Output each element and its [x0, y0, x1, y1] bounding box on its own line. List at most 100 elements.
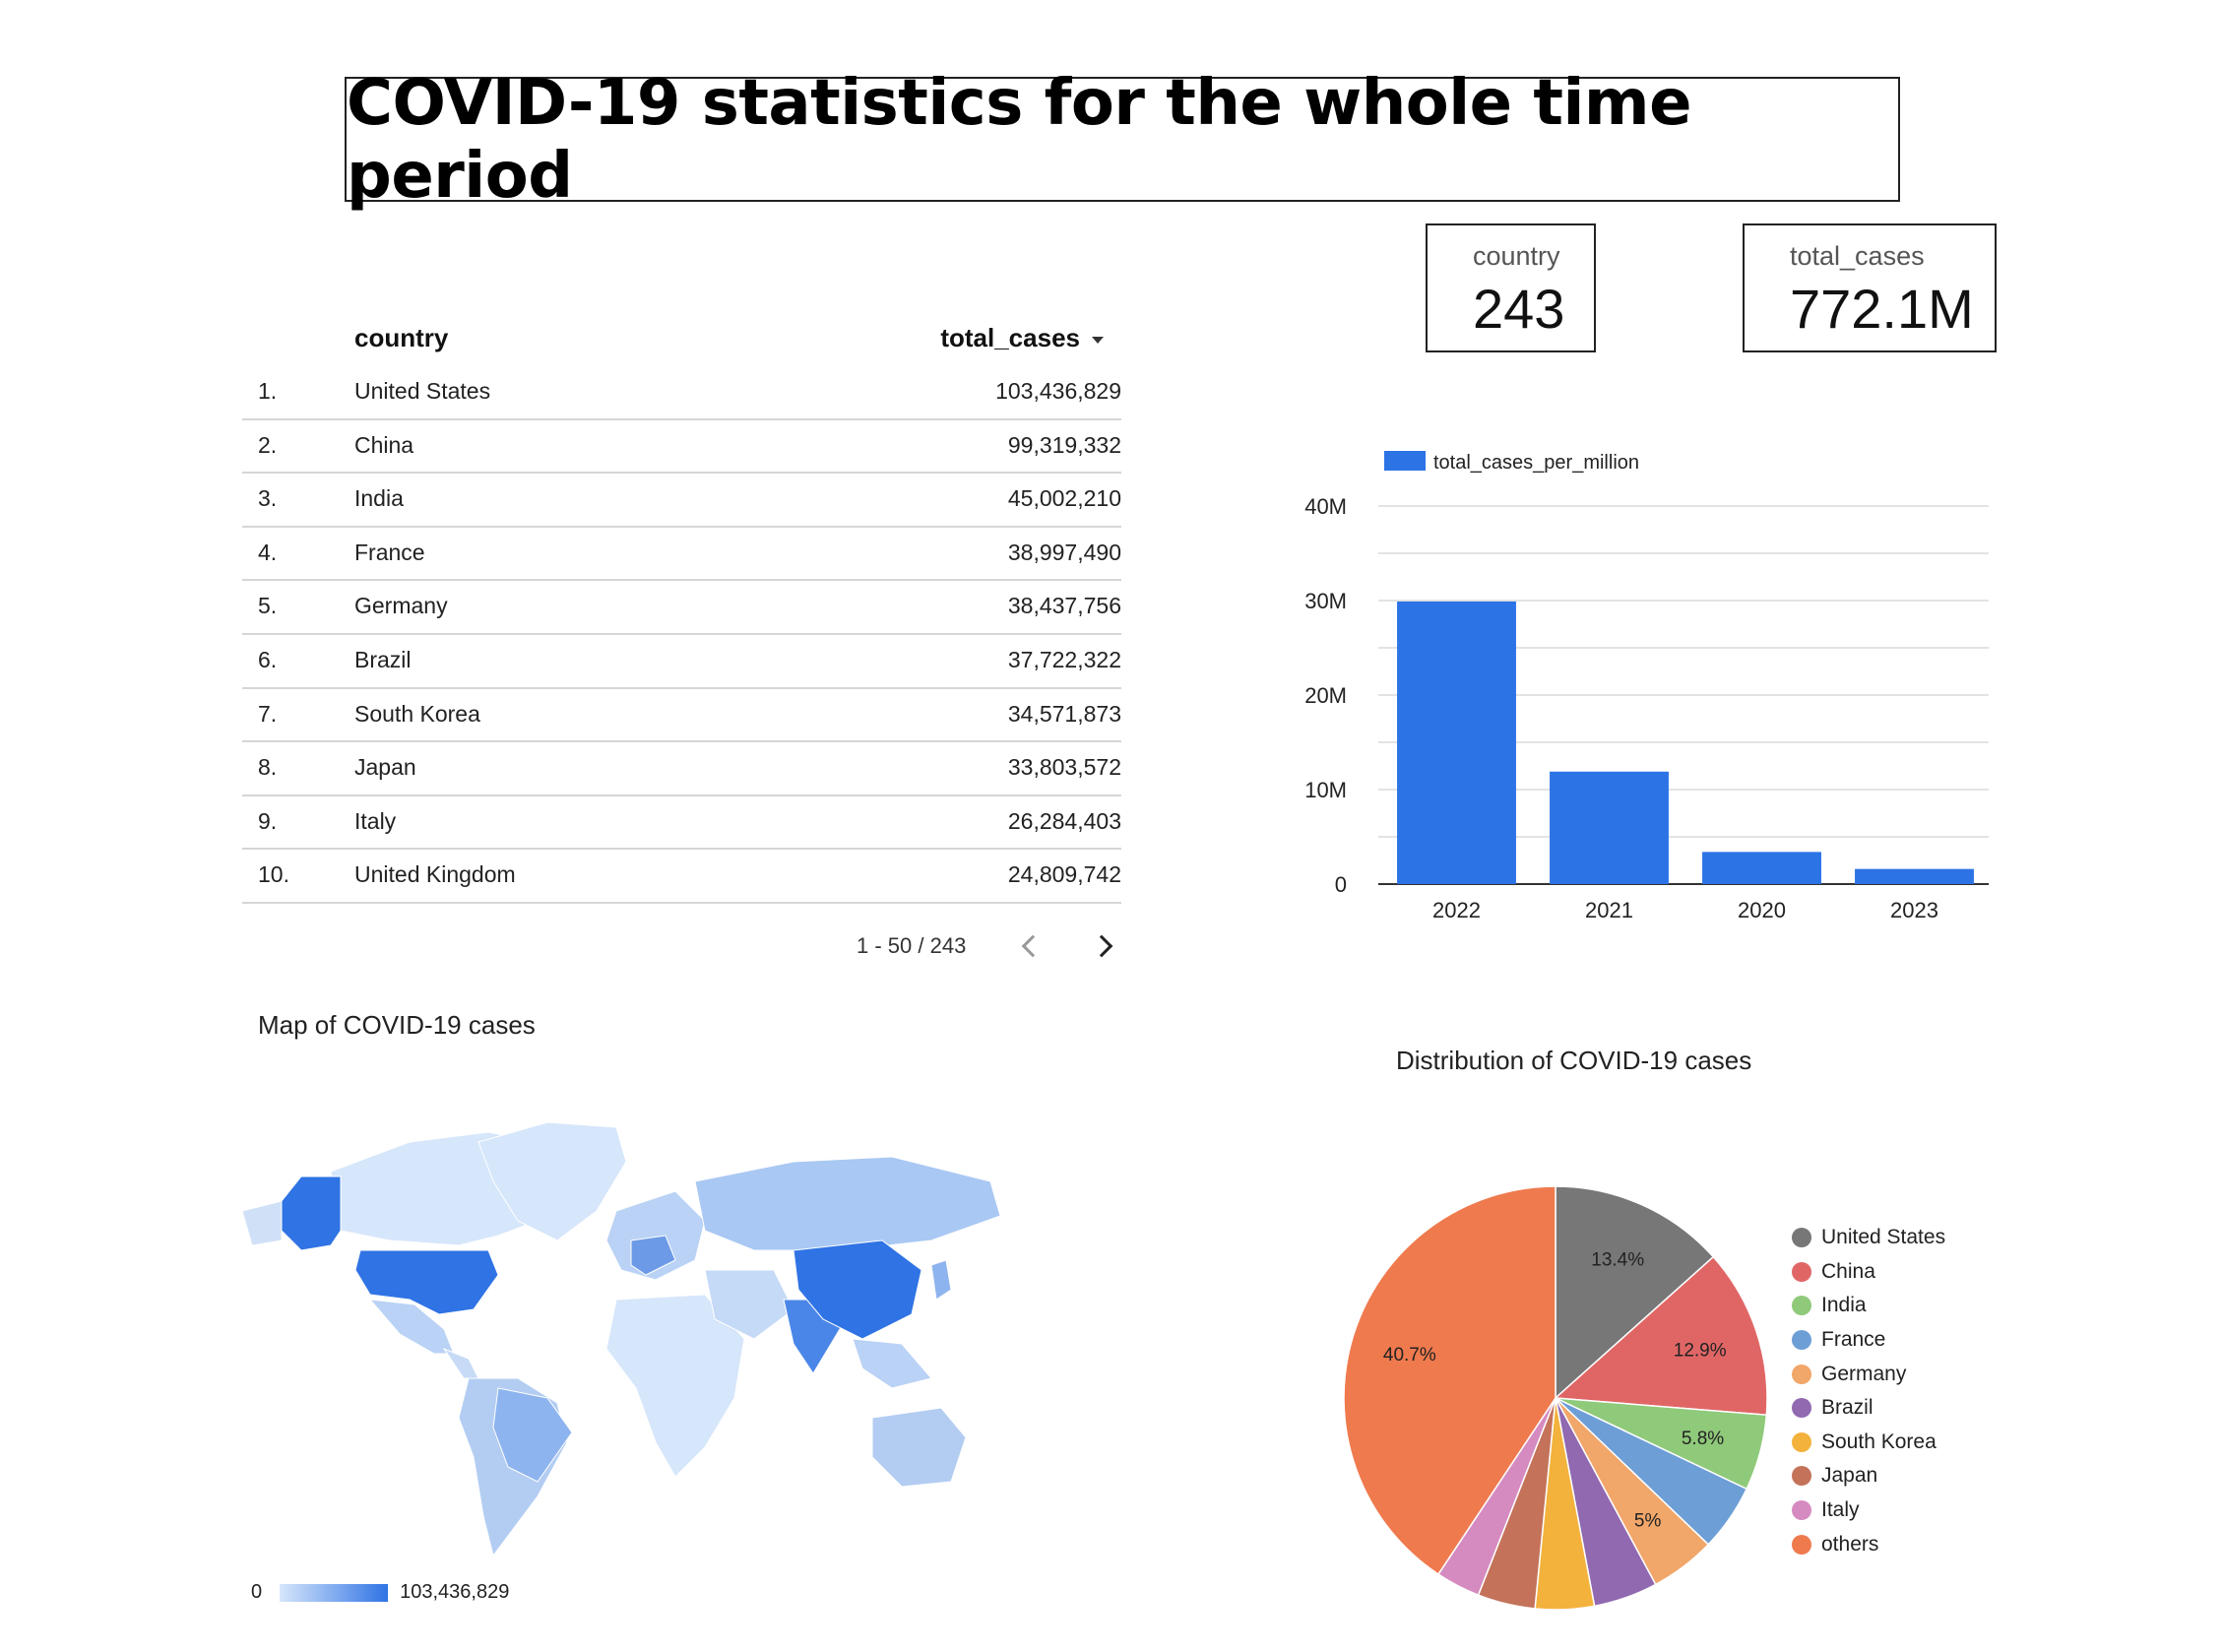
map-legend: 0 103,436,829	[251, 1581, 509, 1604]
pie-legend-item[interactable]: United States	[1792, 1221, 1945, 1255]
row-total-cases: 103,436,829	[995, 378, 1121, 404]
legend-dot-icon	[1792, 1261, 1811, 1282]
row-number: 5.	[258, 593, 278, 619]
bar-chart: 0 10M 20M 30M 40M 2022 2021 2020 2023 total_cases…	[1304, 451, 1989, 922]
pie-legend-item[interactable]: China	[1792, 1255, 1945, 1290]
table-row[interactable]: 10. United Kingdom 24,809,742	[242, 850, 1121, 904]
x-tick-label: 2022	[1432, 898, 1481, 922]
kpi-country-card: country 243	[1426, 223, 1596, 352]
pie-legend-item[interactable]: France	[1792, 1323, 1945, 1358]
row-total-cases: 33,803,572	[1007, 754, 1121, 781]
table-row[interactable]: 4. France 38,997,490	[242, 528, 1121, 582]
table-row[interactable]: 7. South Korea 34,571,873	[242, 689, 1121, 743]
chevron-left-icon[interactable]	[1021, 934, 1045, 958]
x-tick-label: 2023	[1890, 898, 1938, 922]
pie-legend-item[interactable]: South Korea	[1792, 1426, 1945, 1460]
row-country: China	[354, 431, 414, 458]
legend-dot-icon	[1792, 1500, 1811, 1521]
map-region-australia[interactable]	[871, 1407, 967, 1488]
pie-legend-label: others	[1821, 1532, 1879, 1556]
pie-legend-item[interactable]: others	[1792, 1527, 1945, 1561]
header-total-cases-label: total_cases	[940, 323, 1080, 352]
pie-slice-united-states[interactable]	[1555, 1185, 1715, 1400]
map-region-southeast-asia[interactable]	[852, 1338, 932, 1389]
pie-legend-label: South Korea	[1821, 1430, 1937, 1453]
cases-table: country total_cases 1. United States 103,4…	[242, 313, 1121, 904]
world-map	[242, 1121, 1001, 1557]
map-region-west-alaska[interactable]	[242, 1200, 283, 1246]
row-total-cases: 24,809,742	[1007, 861, 1121, 888]
row-country: Japan	[354, 754, 416, 781]
pie-legend-label: Brazil	[1821, 1396, 1874, 1420]
pie-legend-label: China	[1821, 1259, 1875, 1283]
y-tick-label: 40M	[1304, 494, 1347, 519]
table-row[interactable]: 6. Brazil 37,722,322	[242, 635, 1121, 689]
map-region-alaska[interactable]	[281, 1175, 342, 1251]
row-number: 3.	[258, 485, 278, 512]
map-region-central-america[interactable]	[442, 1347, 479, 1379]
pie-legend-label: Japan	[1821, 1464, 1878, 1488]
table-row[interactable]: 2. China 99,319,332	[242, 420, 1121, 475]
row-number: 1.	[258, 378, 278, 404]
row-total-cases: 38,997,490	[1007, 539, 1121, 565]
map-region-france-germany[interactable]	[630, 1235, 676, 1276]
row-number: 4.	[258, 539, 278, 565]
row-total-cases: 26,284,403	[1007, 807, 1121, 834]
bar-2021[interactable]	[1550, 771, 1669, 884]
pie-slice-label: 5%	[1634, 1510, 1662, 1531]
map-region-middle-east[interactable]	[704, 1269, 794, 1340]
legend-dot-icon	[1792, 1330, 1811, 1351]
row-total-cases: 37,722,322	[1007, 646, 1121, 672]
map-title: Map of COVID-19 cases	[258, 1010, 536, 1040]
pie-legend-label: Germany	[1821, 1362, 1907, 1385]
pie-legend-item[interactable]: India	[1792, 1289, 1945, 1323]
header-country[interactable]: country	[354, 323, 449, 352]
row-country: Germany	[354, 593, 448, 619]
map-region-united-states[interactable]	[354, 1249, 499, 1315]
pie-legend-item[interactable]: Brazil	[1792, 1391, 1945, 1426]
map-region-japan-korea[interactable]	[930, 1259, 952, 1301]
table-body: 1. United States 103,436,829 2. China 99,319,…	[242, 366, 1121, 904]
map-legend-max: 103,436,829	[400, 1581, 510, 1603]
legend-dot-icon	[1792, 1431, 1811, 1452]
pie-legend-label: India	[1821, 1294, 1867, 1317]
bar-2020[interactable]	[1702, 852, 1821, 884]
bar-2023[interactable]	[1855, 868, 1974, 884]
map-region-russia[interactable]	[694, 1156, 1001, 1251]
y-tick-label: 0	[1335, 872, 1347, 897]
kpi-total-cases-value: 772.1M	[1790, 278, 1974, 340]
sort-desc-icon[interactable]	[1092, 336, 1104, 344]
pie-legend-label: Italy	[1821, 1498, 1860, 1522]
legend-dot-icon	[1792, 1466, 1811, 1487]
pie-slice-china[interactable]	[1554, 1255, 1768, 1416]
x-tick-label: 2021	[1585, 898, 1633, 922]
header-total-cases[interactable]: total_cases	[940, 323, 1104, 353]
row-country: United States	[354, 378, 491, 404]
table-row[interactable]: 3. India 45,002,210	[242, 474, 1121, 528]
legend-dot-icon	[1792, 1228, 1811, 1248]
row-country: United Kingdom	[354, 861, 516, 888]
y-tick-label: 10M	[1304, 778, 1347, 802]
map-region-brazil[interactable]	[492, 1387, 573, 1483]
pie-legend-item[interactable]: Japan	[1792, 1459, 1945, 1493]
table-header: country total_cases	[242, 313, 1121, 366]
table-row[interactable]: 1. United States 103,436,829	[242, 366, 1121, 420]
table-pager: 1 - 50 / 243	[857, 933, 1137, 959]
pie-slice-others[interactable]	[1343, 1185, 1556, 1576]
row-country: India	[354, 485, 404, 512]
table-row[interactable]: 5. Germany 38,437,756	[242, 581, 1121, 635]
map-region-greenland[interactable]	[477, 1121, 627, 1241]
row-number: 10.	[258, 861, 289, 888]
pie-legend-item[interactable]: Italy	[1792, 1493, 1945, 1528]
kpi-country-value: 243	[1473, 278, 1565, 340]
chevron-right-icon[interactable]	[1090, 934, 1113, 958]
pie-legend: United States China India France Germany Braz…	[1792, 1221, 1945, 1561]
table-row[interactable]: 9. Italy 26,284,403	[242, 796, 1121, 851]
pie-legend-item[interactable]: Germany	[1792, 1357, 1945, 1391]
pager-range: 1 - 50 / 243	[857, 933, 967, 958]
kpi-total-cases-card: total_cases 772.1M	[1743, 223, 1997, 352]
pie-slice-label: 5.8%	[1682, 1429, 1724, 1449]
table-row[interactable]: 8. Japan 33,803,572	[242, 742, 1121, 796]
bar-2022[interactable]	[1397, 601, 1516, 884]
map-region-china[interactable]	[793, 1239, 922, 1340]
